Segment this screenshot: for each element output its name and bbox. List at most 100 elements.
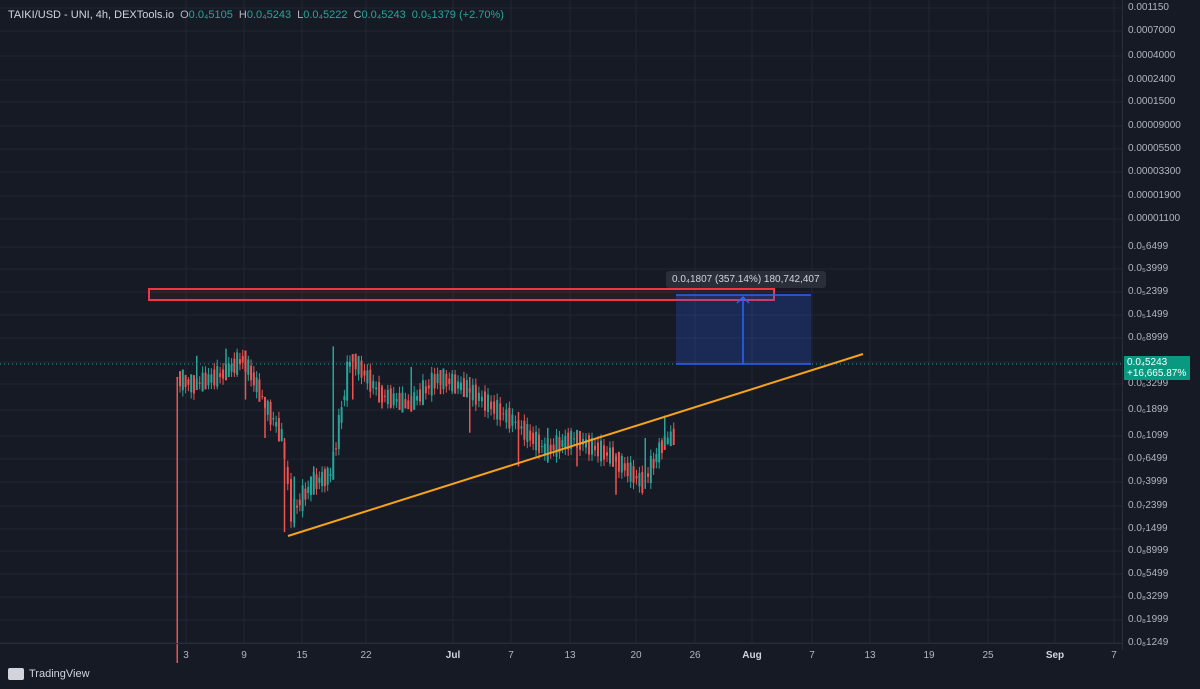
candle-body bbox=[398, 392, 401, 410]
candle-body bbox=[210, 374, 213, 383]
symbol-title[interactable]: TAIKI/USD - UNI, 4h, DEXTools.io bbox=[8, 9, 175, 21]
time-tick-label: 20 bbox=[630, 650, 642, 661]
price-tick-label: 0.0₈5499 bbox=[1128, 568, 1169, 579]
candle-body bbox=[672, 428, 675, 445]
candle-body bbox=[445, 373, 448, 387]
price-tick-label: 0.001150 bbox=[1128, 2, 1169, 13]
time-tick-label: 7 bbox=[809, 650, 815, 661]
candle-body bbox=[348, 361, 351, 367]
candle-body bbox=[286, 466, 289, 484]
candle-body bbox=[502, 413, 505, 415]
open-value: 0.0₄5105 bbox=[188, 9, 233, 21]
candle-body bbox=[477, 392, 480, 401]
price-tick-label: 0.0002400 bbox=[1128, 74, 1176, 85]
close-label: C bbox=[353, 9, 362, 21]
candle-body bbox=[647, 473, 650, 477]
candle-body bbox=[465, 380, 468, 398]
time-tick-label: 13 bbox=[564, 650, 576, 661]
candle-body bbox=[354, 353, 357, 370]
price-tick-label: 0.00009000 bbox=[1128, 120, 1181, 131]
candle-body bbox=[357, 356, 360, 375]
candle-body bbox=[424, 386, 427, 394]
time-axis[interactable] bbox=[0, 643, 1122, 664]
candle-body bbox=[669, 431, 672, 447]
candle-body bbox=[540, 446, 543, 448]
candle-body bbox=[213, 369, 216, 386]
candle-body bbox=[204, 372, 207, 390]
candle-body bbox=[372, 380, 375, 389]
candle-body bbox=[462, 378, 465, 397]
price-tick-label: 0.00001900 bbox=[1128, 190, 1181, 201]
candle-body bbox=[419, 389, 422, 402]
candle-body bbox=[623, 463, 626, 471]
candle-body bbox=[266, 400, 269, 415]
candle-body bbox=[499, 403, 502, 421]
price-tick-label: 0.0₈8999 bbox=[1128, 545, 1169, 556]
price-tick-label: 0.0₆3299 bbox=[1128, 378, 1169, 389]
candle-body bbox=[626, 462, 629, 477]
candle-body bbox=[369, 369, 372, 392]
candle-body bbox=[471, 384, 474, 401]
candle-body bbox=[442, 368, 445, 390]
candle-body bbox=[329, 474, 332, 476]
time-tick-label: 7 bbox=[508, 650, 514, 661]
candle-body bbox=[363, 370, 366, 376]
candle-body bbox=[655, 454, 658, 463]
candle-body bbox=[275, 422, 278, 427]
price-tick-label: 0.0₇2399 bbox=[1128, 500, 1168, 511]
tradingview-logo-icon bbox=[8, 668, 24, 680]
price-tick-label: 0.00005500 bbox=[1128, 143, 1181, 154]
candle-body bbox=[493, 401, 496, 414]
time-tick-label: 25 bbox=[982, 650, 994, 661]
price-tick-label: 0.0007000 bbox=[1128, 25, 1176, 36]
candle-body bbox=[201, 372, 204, 392]
candle-body bbox=[649, 455, 652, 483]
candle-body bbox=[247, 359, 250, 375]
candle-body bbox=[570, 430, 573, 449]
candle-body bbox=[606, 452, 608, 456]
candle-body bbox=[346, 361, 349, 401]
ascending-trendline[interactable] bbox=[287, 353, 864, 537]
candle-body bbox=[632, 466, 635, 483]
candle-body bbox=[558, 437, 561, 453]
candle-body bbox=[660, 440, 663, 454]
symbol-legend: TAIKI/USD - UNI, 4h, DEXTools.io O0.0₄51… bbox=[8, 9, 504, 21]
candle-body bbox=[366, 370, 369, 384]
candle-body bbox=[543, 443, 546, 455]
candle-body bbox=[421, 380, 424, 405]
candle-body bbox=[635, 476, 638, 479]
time-tick-label: 13 bbox=[864, 650, 876, 661]
price-tick-label: 0.0₅6499 bbox=[1128, 241, 1169, 252]
candle-body bbox=[496, 399, 499, 420]
candle-body bbox=[378, 382, 381, 403]
low-value: 0.0₄5222 bbox=[303, 9, 348, 21]
last-price-tag: 0.0₄5243 +16,665.87% bbox=[1124, 356, 1190, 380]
candle-body bbox=[277, 418, 280, 442]
price-tick-label: 0.00003300 bbox=[1128, 166, 1181, 177]
price-axis[interactable] bbox=[1122, 0, 1200, 650]
candle-body bbox=[457, 381, 460, 389]
candle-body bbox=[315, 474, 318, 489]
candle-body bbox=[451, 373, 454, 392]
price-tick-label: 0.0₆1099 bbox=[1128, 430, 1169, 441]
high-label: H bbox=[238, 9, 247, 21]
chart-background bbox=[0, 0, 1122, 643]
candle-body bbox=[375, 387, 378, 390]
last-price-change: +16,665.87% bbox=[1127, 368, 1187, 379]
candle-body bbox=[579, 430, 581, 450]
chart-grid bbox=[0, 0, 1122, 644]
candle-body bbox=[392, 393, 395, 406]
candle-body bbox=[537, 434, 540, 453]
time-tick-label: Sep bbox=[1045, 650, 1065, 661]
tradingview-brand[interactable]: TradingView bbox=[8, 668, 90, 680]
price-tick-label: 0.0₇3999 bbox=[1128, 476, 1168, 487]
candle-body bbox=[638, 473, 641, 487]
time-tick-label: 7 bbox=[1111, 650, 1117, 661]
price-tick-label: 0.0001500 bbox=[1128, 96, 1176, 107]
candle-body bbox=[433, 374, 436, 389]
candle-body bbox=[609, 447, 611, 464]
candle-body bbox=[321, 471, 324, 487]
candle-body bbox=[436, 373, 439, 383]
candle-body bbox=[401, 392, 404, 413]
